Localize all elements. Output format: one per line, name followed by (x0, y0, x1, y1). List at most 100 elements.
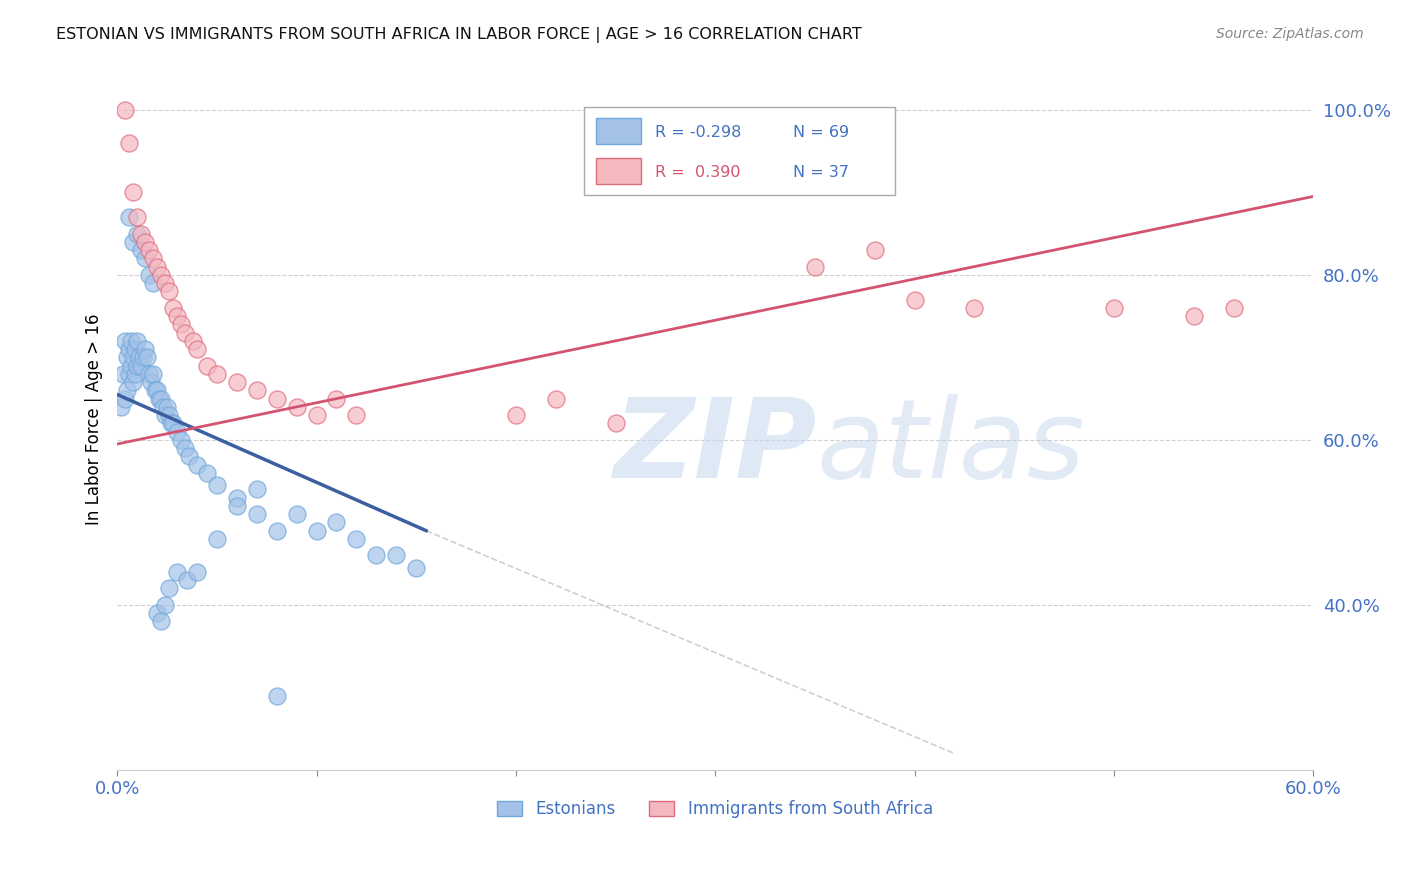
Point (138, 367, 160, 381)
Point (863, 243, 886, 257)
Point (142, 252, 165, 266)
Point (344, 408, 367, 422)
Point (153, 598, 176, 612)
Point (150, 268, 173, 282)
Point (127, 210, 149, 224)
Text: Source: ZipAtlas.com: Source: ZipAtlas.com (1216, 27, 1364, 41)
Point (186, 458, 208, 472)
Point (132, 351, 155, 365)
Point (205, 367, 228, 381)
Legend: Estonians, Immigrants from South Africa: Estonians, Immigrants from South Africa (491, 794, 939, 825)
Point (152, 400, 174, 414)
Point (605, 417, 627, 431)
Point (143, 384, 166, 398)
Text: R =  0.390: R = 0.390 (655, 165, 741, 180)
Point (305, 524, 328, 538)
Point (115, 351, 138, 365)
Point (162, 417, 184, 431)
Point (170, 433, 193, 447)
Point (112, 367, 135, 381)
Point (325, 392, 347, 406)
Text: N = 37: N = 37 (793, 165, 849, 180)
Point (1222, 301, 1244, 315)
Point (266, 392, 288, 406)
Point (120, 334, 142, 348)
Point (505, 408, 527, 422)
Text: N = 69: N = 69 (793, 125, 849, 140)
FancyBboxPatch shape (583, 107, 894, 194)
Point (195, 359, 218, 373)
Point (122, 235, 145, 249)
Point (142, 276, 165, 290)
Text: ESTONIAN VS IMMIGRANTS FROM SOUTH AFRICA IN LABOR FORCE | AGE > 16 CORRELATION C: ESTONIAN VS IMMIGRANTS FROM SOUTH AFRICA… (56, 27, 862, 43)
Point (120, 359, 142, 373)
Point (225, 499, 247, 513)
Point (114, 334, 136, 348)
Point (170, 318, 193, 332)
Point (344, 532, 367, 546)
Point (142, 367, 165, 381)
Point (118, 367, 141, 381)
Point (128, 351, 150, 365)
FancyBboxPatch shape (596, 118, 641, 145)
Point (129, 359, 152, 373)
Point (139, 375, 162, 389)
Point (157, 408, 180, 422)
Point (138, 268, 160, 282)
Point (129, 243, 152, 257)
Point (246, 507, 269, 521)
Point (115, 384, 138, 398)
Point (157, 285, 180, 299)
Point (122, 186, 145, 200)
Point (150, 392, 173, 406)
Point (385, 549, 408, 563)
Point (122, 375, 145, 389)
Point (134, 252, 156, 266)
Point (186, 565, 208, 579)
Point (146, 606, 169, 620)
Point (963, 301, 986, 315)
Point (153, 276, 176, 290)
Point (181, 334, 204, 348)
Point (186, 342, 208, 356)
Point (146, 384, 169, 398)
Point (285, 400, 308, 414)
Point (246, 483, 269, 497)
Point (114, 103, 136, 117)
Point (366, 549, 388, 563)
Point (162, 301, 184, 315)
Text: ZIP: ZIP (613, 393, 817, 500)
Text: R = -0.298: R = -0.298 (655, 125, 742, 140)
Point (266, 689, 288, 703)
Point (146, 260, 169, 274)
Point (134, 235, 156, 249)
Text: atlas: atlas (817, 393, 1085, 500)
Point (177, 450, 200, 464)
Point (124, 342, 146, 356)
Y-axis label: In Labor Force | Age > 16: In Labor Force | Age > 16 (86, 313, 103, 525)
Point (148, 392, 170, 406)
Point (804, 260, 827, 274)
Point (246, 384, 269, 398)
Point (138, 243, 160, 257)
Point (150, 615, 173, 629)
Point (176, 573, 198, 587)
Point (118, 136, 141, 150)
Point (1102, 301, 1125, 315)
Point (166, 565, 188, 579)
Point (225, 375, 247, 389)
Point (134, 342, 156, 356)
Point (157, 582, 180, 596)
Point (205, 532, 228, 546)
Point (124, 367, 146, 381)
Point (174, 441, 197, 455)
Point (903, 293, 925, 307)
Point (225, 491, 247, 505)
FancyBboxPatch shape (596, 158, 641, 185)
Point (166, 425, 188, 439)
Point (195, 466, 218, 480)
Point (118, 342, 141, 356)
Point (305, 408, 328, 422)
Point (118, 210, 141, 224)
Point (174, 326, 197, 340)
